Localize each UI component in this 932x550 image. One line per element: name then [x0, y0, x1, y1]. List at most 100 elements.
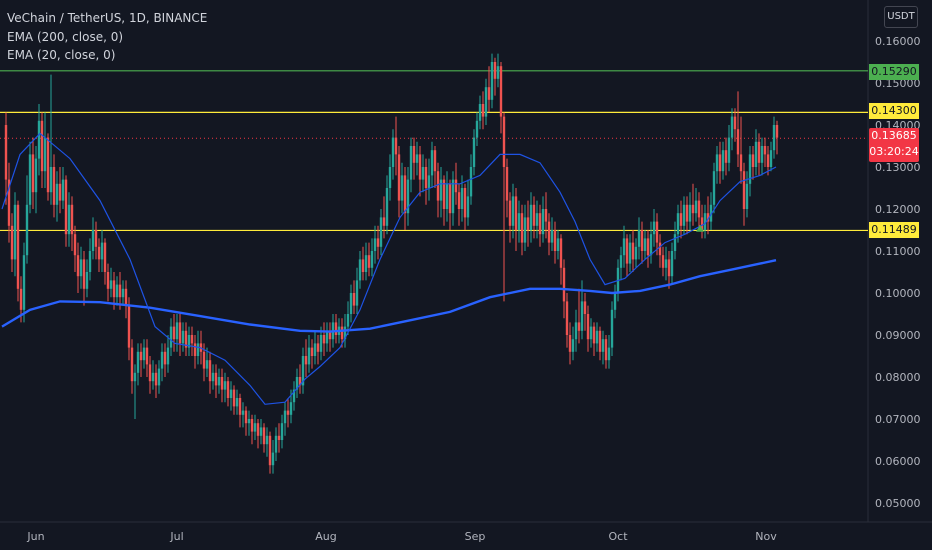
candle-up — [652, 221, 656, 235]
candle-up — [325, 330, 329, 344]
x-tick-label: Aug — [315, 530, 336, 543]
candle-down — [442, 179, 446, 209]
candle-up — [100, 242, 104, 260]
candle-up — [748, 154, 752, 184]
candle-up — [235, 398, 239, 407]
y-tick-label: 0.16000 — [875, 35, 921, 48]
candle-up — [427, 175, 431, 188]
candle-up — [181, 330, 185, 344]
candle-up — [373, 238, 377, 251]
currency-unit-button[interactable]: USDT — [884, 6, 918, 28]
candle-up — [550, 230, 554, 243]
candle-down — [577, 322, 581, 331]
candle-down — [106, 272, 110, 289]
candle-up — [460, 188, 464, 209]
candle-up — [688, 204, 692, 222]
candle-down — [532, 204, 536, 226]
candle-up — [469, 167, 473, 197]
candle-down — [502, 116, 506, 167]
candle-down — [526, 217, 530, 230]
candle-up — [406, 179, 410, 214]
candle-down — [70, 204, 74, 235]
candle-down — [154, 372, 158, 386]
candle-down — [118, 284, 122, 298]
candle-up — [664, 259, 668, 268]
candle-down — [736, 129, 740, 155]
candle-up — [649, 234, 653, 256]
candle-down — [7, 179, 11, 226]
candle-down — [433, 150, 437, 172]
candle-down — [583, 301, 587, 314]
chart-legend: VeChain / TetherUS, 1D, BINANCE EMA (200… — [7, 9, 207, 65]
candle-up — [157, 368, 161, 386]
candle-down — [10, 225, 14, 260]
candle-up — [142, 347, 146, 361]
candle-up — [247, 419, 251, 424]
candle-up — [343, 326, 347, 340]
candle-down — [148, 364, 152, 382]
candle-up — [643, 238, 647, 251]
ema200-label: EMA (200, close, 0) — [7, 29, 124, 44]
candle-up — [13, 204, 17, 260]
candle-down — [208, 360, 212, 382]
candle-up — [349, 293, 353, 314]
candle-down — [40, 120, 44, 172]
candle-up — [517, 213, 521, 230]
candle-down — [277, 435, 281, 440]
x-tick-label: Sep — [465, 530, 486, 543]
candle-down — [544, 209, 548, 222]
candle-down — [193, 343, 197, 356]
candle-up — [490, 62, 494, 100]
candle-down — [559, 238, 563, 268]
candle-down — [733, 116, 737, 130]
ema20-line — [1, 132, 777, 405]
candle-up — [472, 137, 476, 167]
candle-up — [721, 150, 725, 172]
candle-up — [28, 154, 32, 205]
current-price-tag: 0.13685 03:20:24 — [869, 128, 919, 162]
candle-down — [418, 154, 422, 180]
candle-down — [214, 372, 218, 386]
candle-up — [133, 372, 137, 382]
candle-down — [481, 104, 485, 117]
candle-up — [619, 255, 623, 268]
candle-down — [304, 356, 308, 365]
y-tick-label: 0.08000 — [875, 371, 921, 384]
candle-up — [388, 167, 392, 188]
candle-down — [376, 238, 380, 247]
candle-down — [412, 146, 416, 163]
candle-up — [67, 204, 71, 235]
candle-down — [124, 288, 128, 306]
candle-up — [301, 356, 305, 386]
candle-down — [127, 305, 131, 348]
candle-up — [175, 322, 179, 340]
candle-down — [604, 339, 608, 361]
candle-down — [250, 419, 254, 432]
candle-up — [205, 360, 209, 369]
candle-down — [262, 427, 266, 445]
candle-down — [298, 377, 302, 386]
candle-up — [280, 423, 284, 440]
candle-down — [64, 179, 68, 235]
candle-up — [673, 234, 677, 251]
candle-up — [34, 158, 38, 193]
signal-marker — [696, 224, 704, 232]
candle-up — [187, 335, 191, 348]
candle-up — [391, 137, 395, 167]
ema200-line — [1, 259, 777, 333]
candle-up — [496, 66, 500, 79]
candle-down — [310, 347, 314, 356]
y-tick-label: 0.07000 — [875, 413, 921, 426]
candle-down — [640, 230, 644, 251]
candle-down — [190, 335, 194, 344]
candle-down — [103, 242, 107, 272]
candle-up — [628, 242, 632, 264]
current-price-value: 0.13685 — [871, 129, 917, 142]
candle-down — [4, 125, 8, 180]
candle-down — [565, 301, 569, 335]
symbol-title: VeChain / TetherUS, 1D, BINANCE — [7, 11, 208, 25]
candle-down — [424, 167, 428, 188]
y-tick-label: 0.05000 — [875, 497, 921, 510]
y-tick-label: 0.09000 — [875, 329, 921, 342]
